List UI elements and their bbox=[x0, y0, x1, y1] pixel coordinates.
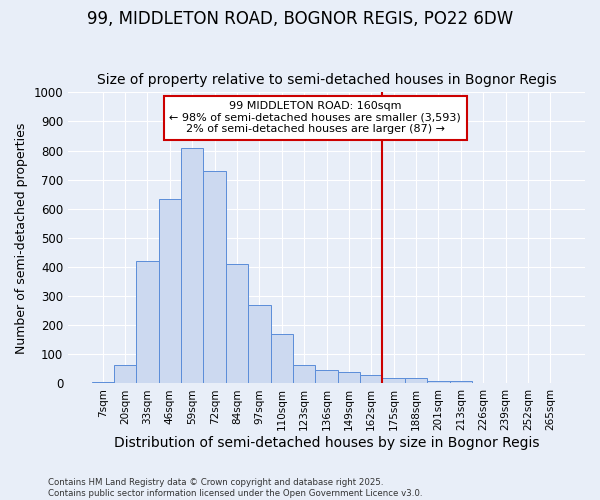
Bar bbox=[136, 261, 158, 384]
Bar bbox=[405, 378, 427, 384]
Bar bbox=[494, 383, 517, 384]
Bar bbox=[427, 381, 449, 384]
Text: 99 MIDDLETON ROAD: 160sqm
← 98% of semi-detached houses are smaller (3,593)
2% o: 99 MIDDLETON ROAD: 160sqm ← 98% of semi-… bbox=[169, 101, 461, 134]
Text: 99, MIDDLETON ROAD, BOGNOR REGIS, PO22 6DW: 99, MIDDLETON ROAD, BOGNOR REGIS, PO22 6… bbox=[87, 10, 513, 28]
Bar bbox=[92, 382, 114, 384]
Text: Contains HM Land Registry data © Crown copyright and database right 2025.
Contai: Contains HM Land Registry data © Crown c… bbox=[48, 478, 422, 498]
Bar bbox=[158, 198, 181, 384]
X-axis label: Distribution of semi-detached houses by size in Bognor Regis: Distribution of semi-detached houses by … bbox=[114, 436, 539, 450]
Bar bbox=[181, 148, 203, 384]
Bar bbox=[226, 264, 248, 384]
Bar bbox=[472, 383, 494, 384]
Bar bbox=[316, 370, 338, 384]
Bar bbox=[539, 383, 562, 384]
Bar bbox=[293, 364, 316, 384]
Bar bbox=[449, 380, 472, 384]
Title: Size of property relative to semi-detached houses in Bognor Regis: Size of property relative to semi-detach… bbox=[97, 73, 556, 87]
Bar bbox=[338, 372, 360, 384]
Bar bbox=[382, 378, 405, 384]
Bar bbox=[271, 334, 293, 384]
Bar bbox=[517, 383, 539, 384]
Bar bbox=[248, 305, 271, 384]
Y-axis label: Number of semi-detached properties: Number of semi-detached properties bbox=[15, 122, 28, 354]
Bar bbox=[360, 374, 382, 384]
Bar bbox=[114, 364, 136, 384]
Bar bbox=[203, 171, 226, 384]
